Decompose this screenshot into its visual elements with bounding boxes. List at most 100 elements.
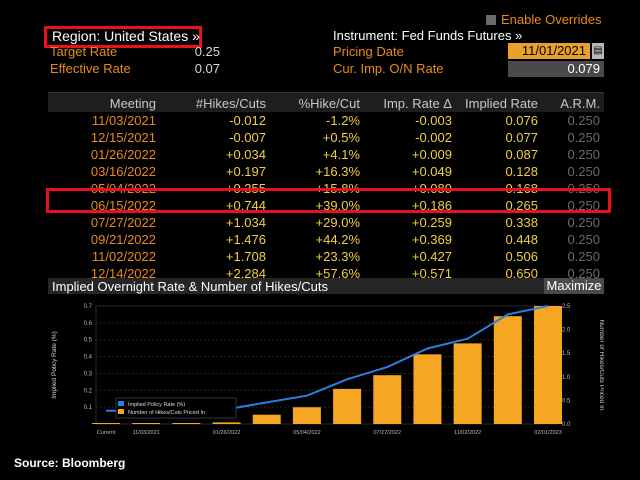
legend-label-bar: Number of Hikes/Cuts Priced In [128,410,205,416]
imp-rate-delta: -0.003 [415,113,452,128]
table-row[interactable]: 12/15/2021 -0.007 +0.5% -0.002 0.077 0.250 [48,129,604,146]
table-header: Meeting #Hikes/Cuts %Hike/Cut Imp. Rate … [48,92,604,112]
col-arm[interactable]: A.R.M. [560,96,600,111]
pct-hike-cut: +29.0% [315,215,360,230]
bar [292,407,321,424]
col-hikes-cuts[interactable]: #Hikes/Cuts [195,96,266,111]
imp-rate-delta: +0.049 [411,164,452,179]
table-row[interactable]: 03/16/2022 +0.197 +16.3% +0.049 0.128 0.250 [48,163,604,180]
region-selector[interactable]: Region: United States » [52,28,200,44]
bar [132,423,161,424]
col-implied-rate[interactable]: Implied Rate [465,96,538,111]
pct-hike-cut: +44.2% [315,232,360,247]
hikes-cuts: +0.197 [225,164,266,179]
chart-header-bar: Implied Overnight Rate & Number of Hikes… [48,278,604,294]
imp-rate-delta: +0.571 [411,266,452,281]
meeting-date: 09/21/2022 [90,232,156,247]
checkbox-icon[interactable] [486,15,496,25]
hikes-cuts: +1.034 [225,215,266,230]
target-rate-value: 0.25 [194,44,220,59]
y-left-tick-label: 0.4 [84,355,93,361]
bar [333,388,362,424]
hikes-cuts: -0.007 [229,130,266,145]
implied-rate: 0.128 [505,164,538,179]
legend-swatch-bar [118,409,124,414]
bar [252,414,281,424]
table-row[interactable]: 01/26/2022 +0.034 +4.1% +0.009 0.087 0.250 [48,146,604,163]
x-tick-label: 11/03/2021 [133,430,160,436]
meeting-date: 12/14/2022 [90,266,156,281]
imp-rate-delta: +0.186 [411,198,452,213]
col-meeting[interactable]: Meeting [109,96,156,111]
y-right-tick-label: 1.0 [562,375,571,381]
table-row[interactable]: 11/02/2022 +1.708 +23.3% +0.427 0.506 0.250 [48,248,604,265]
row-highlight-box [46,188,611,213]
effective-rate-value: 0.07 [194,61,220,76]
implied-rate: 0.087 [505,147,538,162]
implied-rate: 0.265 [505,198,538,213]
table-row[interactable]: 07/27/2022 +1.034 +29.0% +0.259 0.338 0.250 [48,214,604,231]
arm-value: 0.250 [567,232,600,247]
bar [172,423,201,424]
hikes-cuts: +1.708 [225,249,266,264]
imp-rate-delta: +0.009 [411,147,452,162]
bar [493,316,522,424]
legend-box [115,397,237,419]
pct-hike-cut: -1.2% [326,113,360,128]
imp-rate-delta: +0.427 [411,249,452,264]
table-row[interactable]: 11/03/2021 -0.012 -1.2% -0.003 0.076 0.250 [48,112,604,129]
bar [373,375,402,424]
cur-imp-rate-field[interactable]: 0.079 [508,61,604,77]
col-imp-rate-delta[interactable]: Imp. Rate Δ [383,96,452,111]
x-tick-label: 11/02/2022 [454,430,481,436]
x-tick-label: 02/01/2023 [534,430,562,436]
instrument-selector[interactable]: Instrument: Fed Funds Futures » [333,28,523,43]
enable-overrides-toggle[interactable]: Enable Overrides [486,12,601,27]
y-right-tick-label: 1.5 [562,351,571,357]
arm-value: 0.250 [567,198,600,213]
pct-hike-cut: +57.6% [315,266,360,281]
hikes-cuts: +0.034 [225,147,266,162]
pct-hike-cut: +4.1% [322,147,360,162]
calendar-icon[interactable]: ▤ [592,43,604,59]
pct-hike-cut: +0.5% [322,130,360,145]
hikes-cuts: +2.284 [225,266,266,281]
bar [413,354,442,424]
x-tick-label: 07/27/2022 [374,430,402,436]
bar [534,306,562,424]
table-row[interactable]: 12/14/2022 +2.284 +57.6% +0.571 0.650 0.250 [48,265,604,282]
region-highlight-box [44,26,202,48]
pricing-date-label: Pricing Date [333,44,404,59]
bar [453,343,482,424]
y-left-tick-label: 0.1 [84,405,93,411]
implied-rate: 0.650 [505,266,538,281]
target-rate-label: Target Rate [50,44,118,59]
y-left-axis-label: Implied Policy Rate (%) [51,331,58,399]
pct-hike-cut: +16.3% [315,164,360,179]
table-row[interactable]: 09/21/2022 +1.476 +44.2% +0.369 0.448 0.250 [48,231,604,248]
legend-label-line: Implied Policy Rate (%) [128,402,185,408]
pricing-date-field[interactable]: 11/01/2021 [508,43,590,59]
rate-hikes-chart: 0.1 0.2 0.3 0.4 0.5 0.6 0.7 0.0 0.5 1.0 1.5 2.0 2.5 C… [51,304,604,436]
implied-rate: 0.338 [505,215,538,230]
y-right-tick-label: 0.5 [562,398,571,404]
hikes-cuts: -0.012 [229,113,266,128]
maximize-button[interactable]: Maximize [544,278,604,294]
arm-value: 0.250 [567,215,600,230]
pct-hike-cut: +39.0% [315,198,360,213]
table-row[interactable]: 06/15/2022 +0.744 +39.0% +0.186 0.265 0.250 [48,197,604,214]
source-note: Source: Bloomberg [14,456,126,470]
meeting-date: 01/26/2022 [90,147,156,162]
meeting-date: 06/15/2022 [90,198,156,213]
implied-rate: 0.076 [505,113,538,128]
imp-rate-delta: +0.259 [411,215,452,230]
arm-value: 0.250 [567,130,600,145]
meeting-date: 03/16/2022 [90,164,156,179]
table-body: 11/03/2021 -0.012 -1.2% -0.003 0.076 0.250 12/… [48,112,604,282]
imp-rate-delta: +0.369 [411,232,452,247]
meeting-date: 12/15/2021 [90,130,156,145]
pct-hike-cut: +23.3% [315,249,360,264]
col-pct-hike-cut[interactable]: %Hike/Cut [298,96,360,111]
y-left-tick-label: 0.5 [84,338,93,344]
hikes-cuts: +1.476 [225,232,266,247]
